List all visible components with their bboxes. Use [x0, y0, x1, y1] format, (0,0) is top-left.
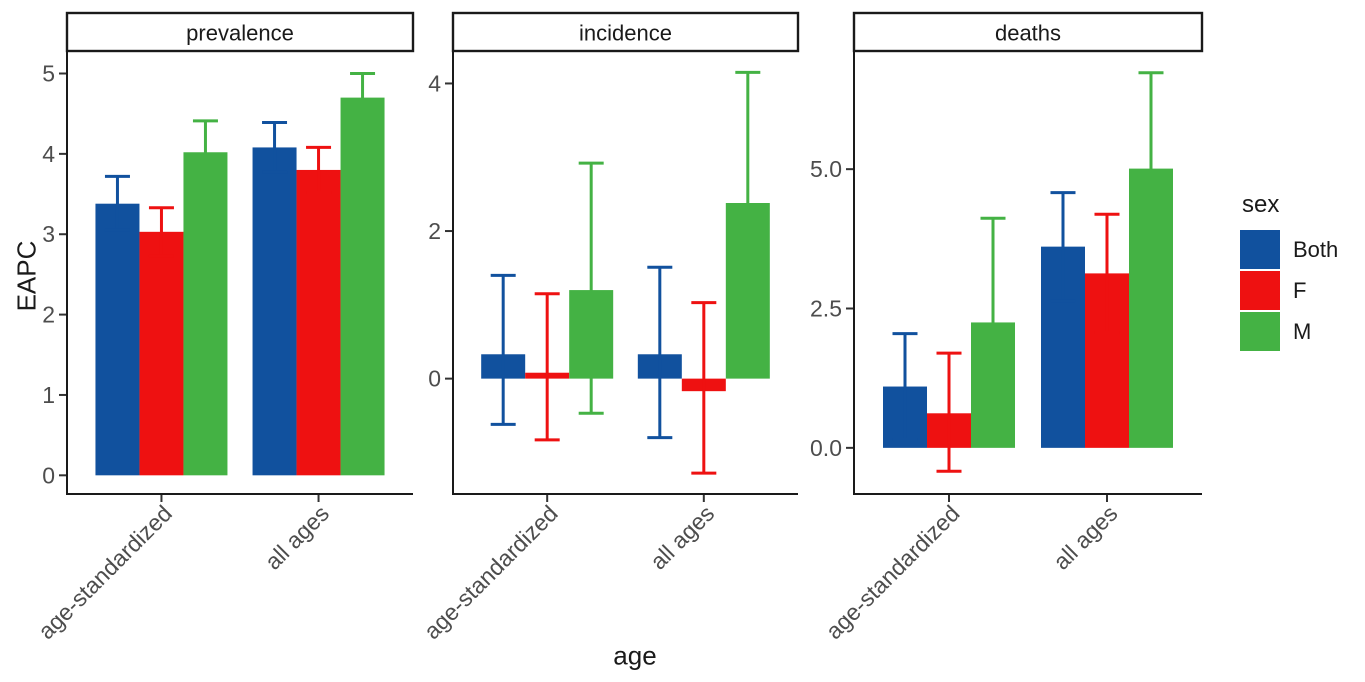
legend-item-both: Both	[1240, 230, 1338, 269]
facet-strip	[65, 11, 415, 53]
error-bar-f-age-standardized	[936, 351, 962, 473]
legend-label: F	[1293, 277, 1307, 303]
y-tick-label: 0	[42, 462, 55, 488]
error-bar-both-all-ages	[647, 265, 673, 440]
error-bar-m-all-ages	[1138, 71, 1164, 266]
legend-title: sex	[1242, 191, 1280, 218]
y-tick-label: 1	[42, 382, 55, 408]
facet-strip	[852, 11, 1204, 53]
facet-incidence: incidence 0 2 4 age-standardized all ages	[419, 11, 800, 644]
y-tick-label: 3	[42, 221, 55, 247]
error-bar-m-age-standardized	[578, 161, 604, 415]
error-bar-both-all-ages	[1050, 191, 1076, 303]
error-bar-f-age-standardized	[534, 292, 560, 442]
bar-f-all-ages	[296, 169, 341, 476]
error-bar-f-all-ages	[1094, 212, 1120, 334]
y-tick-label: 0.0	[810, 435, 842, 461]
legend-item-m: M	[1240, 312, 1338, 351]
facet-strip	[451, 11, 800, 53]
facet-prevalence: prevalence 0 1 2 3 4 5 age-standardized all ages	[33, 11, 415, 644]
legend-swatch-m	[1240, 312, 1280, 351]
x-tick-label-age-standardized: age-standardized	[820, 500, 964, 644]
error-bar-f-all-ages	[306, 145, 332, 194]
y-tick-label: 2.5	[810, 296, 842, 322]
error-bar-m-age-standardized	[192, 119, 218, 186]
x-axis-title: age	[613, 640, 657, 671]
error-bar-both-age-standardized	[490, 273, 516, 426]
error-bar-m-age-standardized	[980, 216, 1006, 428]
error-bar-m-all-ages	[735, 70, 761, 336]
bar-m-all-ages	[340, 97, 385, 476]
facet-title: deaths	[995, 21, 1061, 46]
y-tick-label: 5	[42, 61, 55, 87]
y-tick-label: 4	[428, 70, 441, 96]
facet-title: prevalence	[186, 21, 294, 46]
legend-swatch-both	[1240, 230, 1280, 269]
legend-item-f: F	[1240, 271, 1338, 310]
facet-deaths: deaths 0.0 2.5 5.0 age-standardized all ages	[810, 11, 1204, 644]
x-tick-label-all-ages: all ages	[260, 500, 334, 574]
error-bar-m-all-ages	[350, 72, 376, 124]
legend-swatch-f	[1240, 271, 1280, 310]
y-tick-label: 2	[428, 218, 441, 244]
y-axis-title: EAPC	[11, 240, 42, 312]
bar-both-all-ages	[252, 147, 297, 476]
bar-both-age-standardized	[95, 203, 140, 476]
x-tick-label-age-standardized: age-standardized	[33, 500, 177, 644]
error-bar-both-age-standardized	[892, 332, 918, 441]
legend: sex Both F M	[1240, 191, 1338, 351]
error-bar-f-age-standardized	[148, 206, 174, 258]
x-tick-label-age-standardized: age-standardized	[419, 500, 563, 644]
y-tick-label: 2	[42, 302, 55, 328]
y-tick-label: 0	[428, 366, 441, 392]
legend-label: M	[1293, 318, 1312, 344]
legend-items: Both F M	[1240, 230, 1338, 351]
error-bar-f-all-ages	[691, 301, 717, 475]
x-tick-label-all-ages: all ages	[645, 500, 719, 574]
bar-m-age-standardized	[183, 152, 228, 476]
bar-f-age-standardized	[139, 231, 184, 476]
facet-title: incidence	[579, 21, 672, 46]
x-tick-label-all-ages: all ages	[1048, 500, 1122, 574]
legend-label: Both	[1293, 236, 1339, 262]
error-bar-both-all-ages	[262, 121, 288, 174]
error-bar-both-age-standardized	[104, 174, 130, 232]
y-tick-label: 4	[42, 141, 55, 167]
y-tick-label: 5.0	[810, 156, 842, 182]
